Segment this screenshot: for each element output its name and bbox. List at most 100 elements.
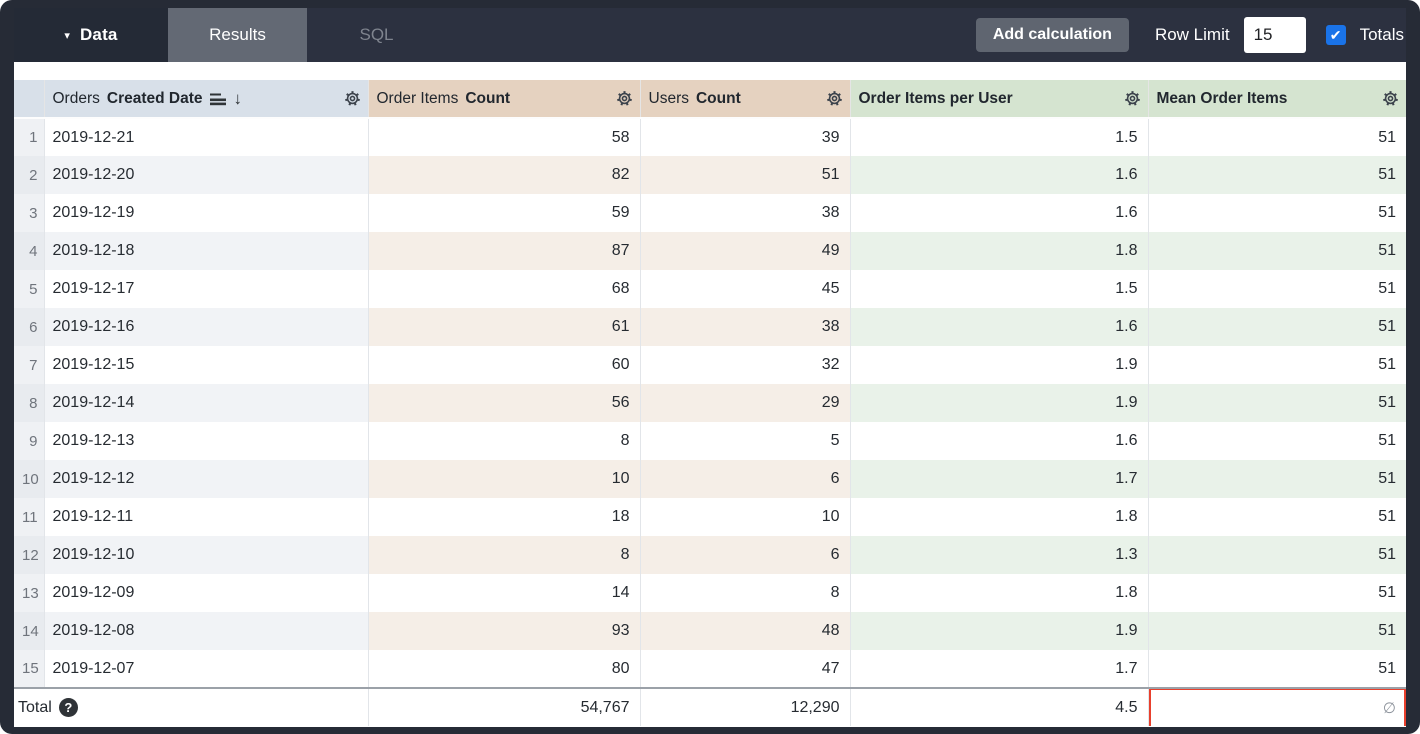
cell-date[interactable]: 2019-12-17 [44,270,369,308]
cell-order-items-count[interactable]: 61 [368,308,641,346]
cell-users-count[interactable]: 5 [640,422,851,460]
cell-order-items-count[interactable]: 56 [368,384,641,422]
cell-order-items-per-user[interactable]: 1.8 [850,574,1149,612]
cell-date[interactable]: 2019-12-15 [44,346,369,384]
cell-users-count[interactable]: 48 [640,612,851,650]
cell-order-items-count[interactable]: 93 [368,612,641,650]
cell-mean-order-items[interactable]: 51 [1148,536,1406,574]
cell-order-items-per-user[interactable]: 1.7 [850,650,1149,688]
sort-descending-icon: ↓ [233,88,243,108]
cell-mean-order-items[interactable]: 51 [1148,232,1406,270]
cell-mean-order-items[interactable]: 51 [1378,356,1396,373]
cell-users-count[interactable]: 39 [640,118,851,156]
cell-date[interactable]: 2019-12-07 [44,650,369,688]
cell-order-items-per-user[interactable]: 1.5 [850,118,1149,156]
gear-icon[interactable] [343,89,362,108]
tab-sql[interactable]: SQL [359,25,394,44]
cell-users-count[interactable]: 38 [640,308,851,346]
gear-icon[interactable] [615,89,634,108]
cell-order-items-count[interactable]: 60 [368,346,641,384]
cell-mean-order-items[interactable]: 51 [1378,128,1396,146]
cell-date[interactable]: 2019-12-09 [44,574,369,612]
cell-users-count[interactable]: 49 [640,232,851,270]
cell-users-count[interactable]: 45 [640,270,851,308]
cell-order-items-count[interactable]: 8 [368,422,641,460]
total-users-count: 12,290 [640,687,851,726]
cell-users-count[interactable]: 47 [640,650,851,688]
cell-users-count[interactable]: 51 [640,156,851,194]
cell-order-items-per-user[interactable]: 1.8 [850,498,1149,536]
cell-date[interactable]: 2019-12-11 [44,498,369,536]
cell-order-items-per-user[interactable]: 1.6 [850,422,1149,460]
cell-mean-order-items[interactable]: 51 [1378,432,1396,449]
cell-mean-order-items[interactable]: 51 [1148,156,1406,194]
cell-date[interactable]: 2019-12-18 [44,232,369,270]
gear-icon[interactable] [825,89,844,108]
column-header-order-items-per-user[interactable]: Order Items per User [850,80,1149,119]
cell-order-items-per-user[interactable]: 1.9 [850,346,1149,384]
cell-date[interactable]: 2019-12-16 [44,308,369,346]
cell-order-items-count[interactable]: 14 [368,574,641,612]
cell-date[interactable]: 2019-12-21 [44,118,369,156]
cell-order-items-per-user[interactable]: 1.9 [850,384,1149,422]
gear-icon[interactable] [1123,89,1142,108]
cell-order-items-per-user[interactable]: 1.6 [850,308,1149,346]
column-header-users-count[interactable]: Users Count [640,80,851,119]
cell-date[interactable]: 2019-12-10 [44,536,369,574]
cell-date[interactable]: 2019-12-20 [44,156,369,194]
cell-users-count[interactable]: 6 [640,460,851,498]
cell-order-items-count[interactable]: 68 [368,270,641,308]
cell-date[interactable]: 2019-12-14 [44,384,369,422]
cell-users-count[interactable]: 29 [640,384,851,422]
cell-order-items-count[interactable]: 8 [368,536,641,574]
cell-mean-order-items[interactable]: 51 [1378,280,1396,297]
cell-order-items-count[interactable]: 10 [368,460,641,498]
cell-date[interactable]: 2019-12-13 [44,422,369,460]
cell-users-count[interactable]: 10 [640,498,851,536]
row-number: 9 [14,422,45,460]
data-section-toggle[interactable]: ▾ Data [14,8,168,62]
data-bar-title: Data [79,25,118,44]
cell-order-items-count[interactable]: 18 [368,498,641,536]
cell-order-items-count[interactable]: 58 [368,118,641,156]
total-mean-order-items: ∅ [1148,687,1406,726]
cell-mean-order-items[interactable]: 51 [1378,204,1396,221]
help-icon[interactable]: ? [58,698,78,717]
gear-icon[interactable] [1381,89,1400,108]
cell-order-items-per-user[interactable]: 1.8 [850,232,1149,270]
tab-results[interactable]: Results [168,8,307,62]
cell-mean-order-items[interactable]: 51 [1148,384,1406,422]
cell-order-items-per-user[interactable]: 1.7 [850,460,1149,498]
column-header-order-items-count[interactable]: Order Items Count [368,80,641,119]
cell-mean-order-items[interactable]: 51 [1148,612,1406,650]
totals-checkbox[interactable]: ✔ [1325,25,1346,45]
column-group-label: Users [648,89,689,107]
cell-mean-order-items[interactable]: 51 [1148,460,1406,498]
cell-date[interactable]: 2019-12-19 [44,194,369,232]
cell-mean-order-items[interactable]: 51 [1378,508,1396,525]
cell-mean-order-items[interactable]: 51 [1378,584,1396,601]
cell-date[interactable]: 2019-12-12 [44,460,369,498]
row-limit-input[interactable] [1243,17,1306,53]
column-name-label: Order Items per User [858,89,1013,107]
cell-users-count[interactable]: 32 [640,346,851,384]
column-header-mean-order-items[interactable]: Mean Order Items [1148,80,1406,119]
cell-order-items-per-user[interactable]: 1.6 [850,156,1149,194]
cell-order-items-per-user[interactable]: 1.5 [850,270,1149,308]
cell-order-items-count[interactable]: 87 [368,232,641,270]
cell-users-count[interactable]: 38 [640,194,851,232]
cell-users-count[interactable]: 8 [640,574,851,612]
add-calculation-button[interactable]: Add calculation [975,18,1129,52]
cell-mean-order-items[interactable]: 51 [1148,308,1406,346]
cell-order-items-per-user[interactable]: 1.6 [850,194,1149,232]
row-number: 14 [14,612,45,650]
cell-order-items-per-user[interactable]: 1.3 [850,536,1149,574]
cell-users-count[interactable]: 6 [640,536,851,574]
cell-date[interactable]: 2019-12-08 [44,612,369,650]
cell-order-items-per-user[interactable]: 1.9 [850,612,1149,650]
cell-order-items-count[interactable]: 59 [368,194,641,232]
column-header-orders-created-date[interactable]: Orders Created Date ↓ [44,80,369,119]
cell-mean-order-items[interactable]: 51 [1378,659,1396,677]
cell-order-items-count[interactable]: 82 [368,156,641,194]
cell-order-items-count[interactable]: 80 [368,650,641,688]
